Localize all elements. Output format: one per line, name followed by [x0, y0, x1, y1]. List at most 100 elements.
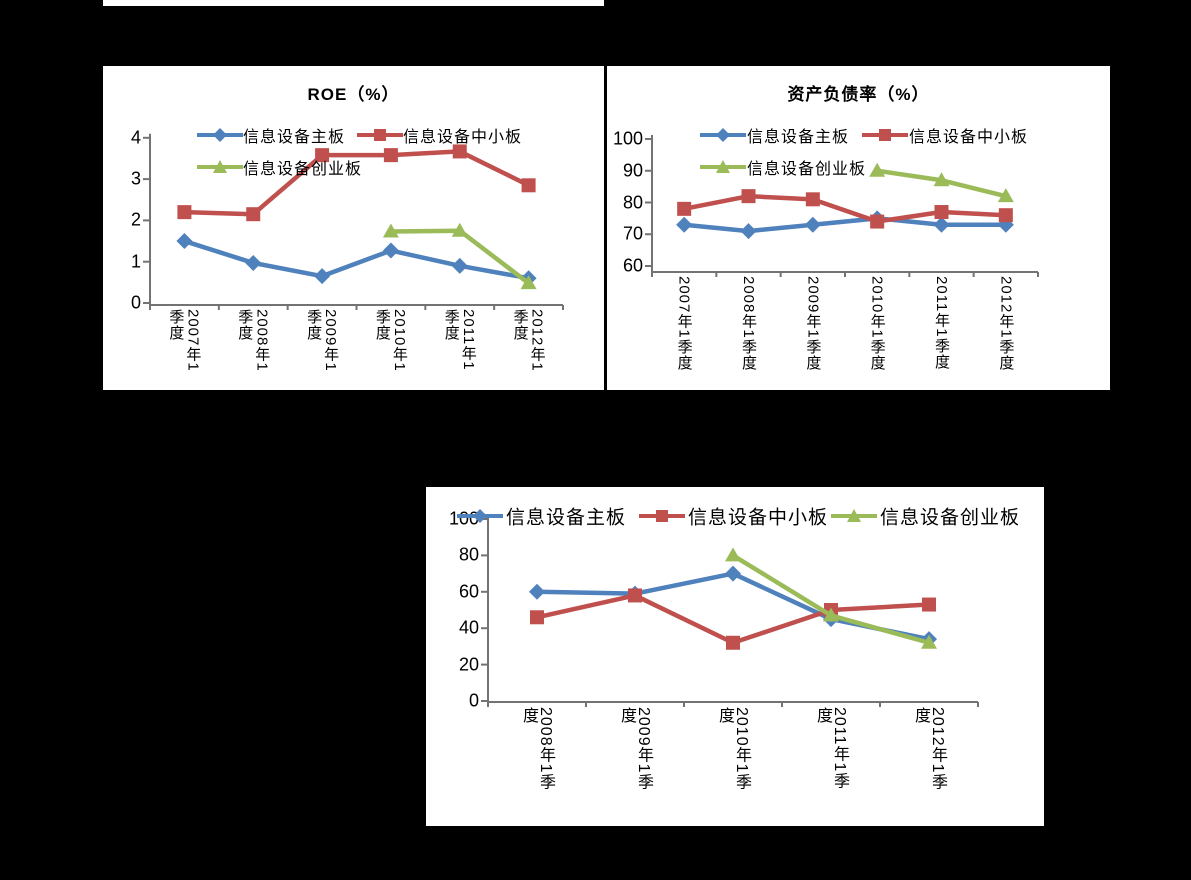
legend-label: 信息设备主板 [747, 129, 850, 146]
x-axis-label: 2012年1季度 [997, 276, 1015, 371]
data-point-marker [676, 216, 693, 233]
x-axis-label: 2012年1季度 [511, 309, 546, 372]
legend-square-icon [862, 129, 908, 141]
data-point-marker [521, 178, 536, 193]
x-axis-label: 2008年1季度 [520, 707, 554, 791]
x-axis-label: 2009年1季度 [618, 707, 652, 791]
top-table-remnant [103, 0, 604, 6]
data-point-marker [869, 162, 886, 177]
data-point-marker [245, 254, 262, 271]
data-point-marker [823, 607, 839, 622]
x-axis-label: 2008年1季度 [236, 309, 271, 372]
y-axis-label: 80 [458, 544, 479, 565]
chart-title: ROE（%） [307, 85, 400, 104]
data-point-marker [451, 222, 468, 237]
y-axis-label: 70 [622, 223, 643, 244]
data-point-marker [725, 547, 741, 562]
y-axis-label: 40 [458, 617, 479, 638]
data-point-marker [314, 268, 331, 285]
data-point-marker [677, 201, 692, 216]
legend-triangle-icon [700, 160, 746, 173]
data-point-marker [520, 275, 537, 290]
data-point-marker [530, 610, 544, 625]
x-axis-label: 2009年1季度 [804, 276, 822, 371]
data-point-marker [740, 223, 757, 240]
legend-diamond-icon [700, 128, 746, 142]
y-axis-label: 0 [468, 690, 479, 711]
y-axis-label: 3 [130, 168, 141, 189]
data-point-marker [452, 144, 467, 159]
data-point-marker [176, 233, 193, 250]
x-axis-label: 2010年1季度 [868, 276, 886, 371]
x-axis-label: 2012年1季度 [912, 707, 946, 791]
y-axis-label: 60 [458, 581, 479, 602]
plot-svg [645, 135, 1039, 277]
series-line-2 [730, 553, 932, 646]
data-point-marker [934, 205, 949, 220]
data-point-marker [998, 208, 1013, 223]
legend-label: 信息设备中小板 [909, 129, 1029, 146]
data-point-marker [382, 242, 399, 259]
x-axis-label: 2010年1季度 [716, 707, 750, 791]
chart-panel-roe: ROE（%） 0 1 2 3 4 2007年1季度 2008年1季度 2009年1季度 2010… [103, 66, 604, 390]
data-point-marker [805, 192, 820, 207]
series-line-0 [182, 238, 531, 281]
legend-diamond-icon [457, 509, 503, 523]
legend-diamond-icon [197, 128, 243, 142]
legend-square-icon [639, 510, 685, 522]
legend-label: 信息设备创业板 [243, 161, 363, 178]
series-line-1 [681, 193, 1009, 224]
chart-panel-debt-ratio: 资产负债率（%） 60 70 80 90 100 2007年1季度 2008年1季度 2009… [607, 66, 1110, 390]
data-point-marker [870, 214, 885, 229]
legend-square-icon [357, 129, 403, 141]
plot-svg [481, 515, 979, 707]
legend-label: 信息设备中小板 [403, 129, 523, 146]
chart-panel-quarterly: 0 20 40 60 80 100 2008年1季度 2009年1季度 2010年1季度 2011… [426, 487, 1044, 826]
plot-svg [143, 133, 564, 310]
y-axis-label: 60 [622, 255, 643, 276]
x-axis-label: 2007年1季度 [675, 276, 693, 371]
data-point-marker [921, 634, 937, 649]
series-line-0 [681, 216, 1009, 234]
data-point-marker [246, 207, 261, 222]
legend-label: 信息设备创业板 [880, 507, 1021, 529]
data-point-marker [933, 216, 950, 233]
y-axis-label: 2 [130, 209, 141, 230]
legend-triangle-icon [197, 160, 243, 173]
data-point-marker [804, 216, 821, 233]
y-axis-label: 20 [458, 654, 479, 675]
series-line-1 [534, 593, 932, 646]
x-axis-label: 2008年1季度 [740, 276, 757, 371]
data-point-marker [315, 148, 330, 163]
data-point-marker [177, 205, 192, 220]
data-point-marker [382, 223, 399, 238]
legend-label: 信息设备中小板 [688, 507, 829, 529]
y-axis-label: 100 [612, 128, 643, 149]
x-axis-label: 2007年1季度 [167, 309, 202, 372]
y-axis-label: 80 [622, 192, 643, 212]
x-axis-label: 2011年1季度 [442, 309, 477, 371]
y-axis-label: 1 [130, 251, 141, 272]
chart-title: 资产负债率（%） [787, 85, 930, 104]
y-axis-label: 90 [622, 160, 643, 181]
y-axis-label: 100 [448, 508, 479, 529]
x-axis-label: 2009年1季度 [305, 309, 340, 372]
data-point-marker [726, 635, 740, 650]
x-axis-label: 2011年1季度 [814, 707, 848, 790]
data-point-marker [922, 597, 936, 612]
data-point-marker [451, 257, 468, 274]
data-point-marker [725, 565, 741, 582]
data-point-marker [741, 189, 756, 204]
legend-label: 信息设备主板 [243, 129, 346, 146]
x-axis-label: 2011年1季度 [933, 276, 950, 370]
data-point-marker [529, 583, 545, 600]
x-axis-label: 2010年1季度 [373, 309, 408, 372]
data-point-marker [933, 172, 950, 187]
y-axis-label: 0 [130, 292, 141, 313]
series-line-1 [182, 149, 531, 217]
data-point-marker [997, 188, 1014, 203]
data-point-marker [383, 148, 398, 163]
legend-triangle-icon [831, 509, 877, 522]
y-axis-label: 4 [130, 127, 141, 148]
